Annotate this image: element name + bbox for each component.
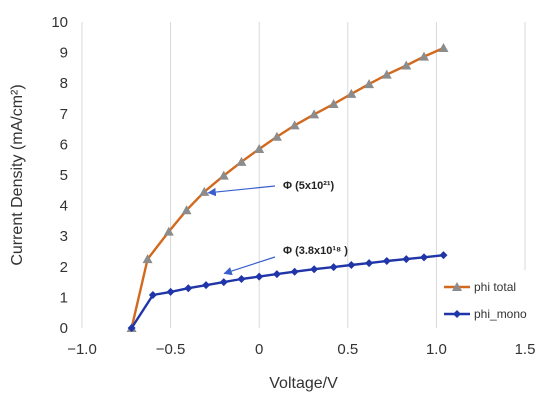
- data-point: [127, 324, 136, 332]
- data-point: [219, 278, 228, 287]
- data-point: [142, 254, 153, 264]
- data-point: [254, 143, 265, 153]
- x-tick-label: −0.5: [156, 341, 186, 358]
- annotation-arrow: [223, 256, 276, 276]
- legend-label: phi total: [474, 280, 516, 294]
- data-point: [148, 290, 157, 299]
- data-point: [309, 109, 320, 119]
- data-point: [418, 51, 429, 61]
- data-point: [255, 272, 264, 281]
- y-tick-label: 10: [51, 14, 68, 31]
- data-point: [271, 131, 282, 141]
- y-tick-label: 3: [60, 228, 68, 245]
- y-tick-label: 6: [60, 136, 68, 153]
- data-point: [289, 120, 300, 130]
- y-tick-label: 4: [60, 198, 68, 215]
- legend-swatch-marker: [452, 282, 462, 291]
- x-axis-title: Voltage/V: [269, 375, 338, 392]
- y-tick-label: 7: [60, 106, 68, 123]
- data-point: [364, 79, 375, 89]
- y-axis-title: Current Density (mA/cm²): [9, 84, 26, 265]
- series: [126, 43, 449, 332]
- legend-swatch-marker: [453, 310, 461, 318]
- y-tick-label: 0: [60, 320, 68, 337]
- y-tick-label: 8: [60, 75, 68, 92]
- data-point: [236, 156, 247, 166]
- data-point: [329, 263, 338, 272]
- data-point: [419, 253, 428, 262]
- annotation-label: Φ (5x10²¹): [283, 180, 335, 192]
- data-point: [439, 251, 448, 260]
- y-tick-label: 1: [60, 289, 68, 306]
- data-point: [218, 170, 229, 180]
- data-point: [181, 205, 192, 215]
- data-point: [310, 265, 319, 274]
- data-point: [401, 60, 412, 70]
- data-point: [347, 260, 356, 269]
- legend-label: phi_mono: [474, 307, 527, 321]
- annotations: Φ (5x10²¹) Φ (3.8x10¹⁸ ): [207, 180, 348, 276]
- series-line-phi-mono: [130, 254, 444, 329]
- grid-lines: [81, 22, 526, 328]
- x-tick-label: 0.5: [337, 341, 358, 358]
- data-point: [381, 69, 392, 79]
- x-tick-label: −1.0: [67, 341, 97, 358]
- annotation-label: Φ (3.8x10¹⁸ ): [283, 245, 348, 257]
- legend: phi total phi_mono: [440, 270, 538, 332]
- axes: −1.0 −0.5 0 0.5 1.0 1.5 0 1 2 3 4 5 6 7 8 9 10: [51, 14, 535, 358]
- x-tick-label: 0: [255, 341, 263, 358]
- y-tick-label: 2: [60, 259, 68, 276]
- data-point: [184, 284, 193, 293]
- data-point: [365, 259, 374, 268]
- data-point: [438, 43, 449, 53]
- data-point: [272, 270, 281, 279]
- x-tick-label: 1.0: [426, 341, 447, 358]
- annotation-arrow: [207, 185, 276, 197]
- data-point: [328, 99, 339, 109]
- data-point: [382, 256, 391, 265]
- data-point: [290, 267, 299, 276]
- data-point: [402, 255, 411, 264]
- data-point: [199, 186, 210, 196]
- data-point: [163, 226, 174, 236]
- data-point: [166, 287, 175, 296]
- data-point: [202, 281, 211, 290]
- y-tick-label: 9: [60, 45, 68, 62]
- data-point: [346, 88, 357, 98]
- x-tick-label: 1.5: [515, 341, 536, 358]
- data-point: [237, 275, 246, 284]
- y-tick-label: 5: [60, 167, 68, 184]
- legend-box: [440, 270, 538, 332]
